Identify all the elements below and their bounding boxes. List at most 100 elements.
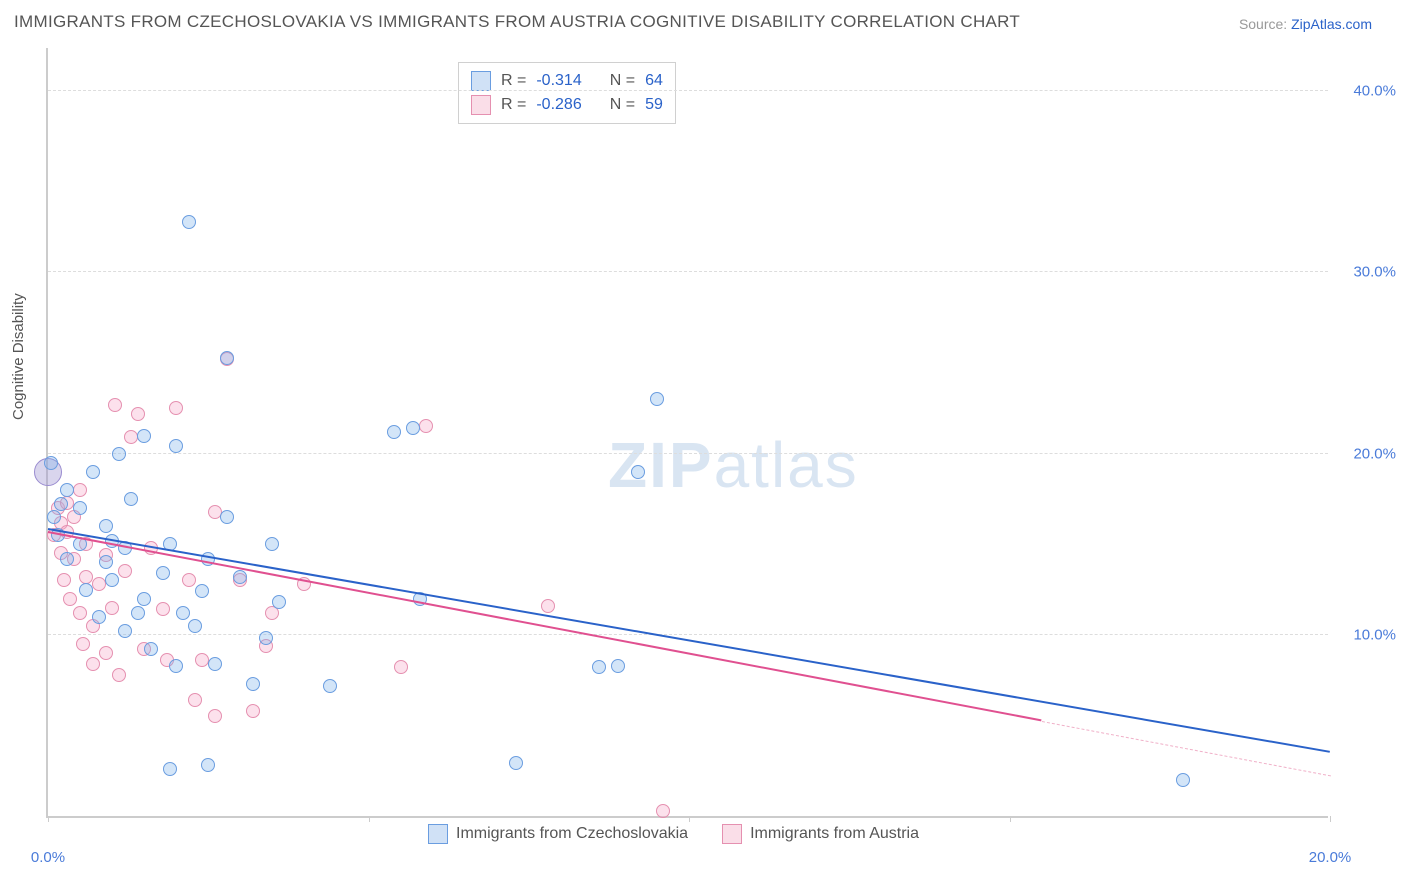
scatter-point	[233, 570, 247, 584]
series-legend: Immigrants from Czechoslovakia Immigrant…	[428, 824, 919, 844]
n-label: N =	[610, 72, 635, 90]
scatter-point	[188, 619, 202, 633]
y-tick-label: 30.0%	[1353, 264, 1396, 281]
scatter-point	[169, 401, 183, 415]
scatter-point	[259, 631, 273, 645]
scatter-point	[60, 552, 74, 566]
scatter-point	[73, 501, 87, 515]
scatter-point	[156, 566, 170, 580]
scatter-point	[176, 606, 190, 620]
scatter-point	[92, 610, 106, 624]
scatter-point	[79, 583, 93, 597]
scatter-point	[419, 419, 433, 433]
scatter-point	[650, 392, 664, 406]
legend-label-a: Immigrants from Czechoslovakia	[456, 825, 688, 843]
n-label: N =	[610, 96, 635, 114]
grid-line	[48, 634, 1328, 635]
correlation-stats-box: R = -0.314 N = 64 R = -0.286 N = 59	[458, 62, 676, 124]
y-axis-label: Cognitive Disability	[10, 293, 27, 420]
scatter-point	[44, 456, 58, 470]
scatter-point	[323, 679, 337, 693]
scatter-point	[73, 606, 87, 620]
r-label: R =	[501, 96, 526, 114]
scatter-point	[541, 599, 555, 613]
x-tick-label: 20.0%	[1309, 849, 1352, 866]
scatter-point	[1176, 773, 1190, 787]
source-attribution: Source: ZipAtlas.com	[1239, 16, 1372, 32]
scatter-point	[592, 660, 606, 674]
scatter-point	[208, 657, 222, 671]
scatter-point	[201, 758, 215, 772]
scatter-point	[137, 429, 151, 443]
scatter-point	[611, 659, 625, 673]
y-tick-label: 20.0%	[1353, 445, 1396, 462]
grid-line	[48, 453, 1328, 454]
scatter-point	[182, 215, 196, 229]
regression-line-blue	[48, 528, 1330, 753]
scatter-point	[656, 804, 670, 818]
scatter-point	[208, 709, 222, 723]
y-tick-label: 10.0%	[1353, 626, 1396, 643]
scatter-point	[509, 756, 523, 770]
source-link[interactable]: ZipAtlas.com	[1291, 16, 1372, 32]
scatter-point	[99, 519, 113, 533]
watermark-light: atlas	[714, 429, 859, 501]
scatter-point	[188, 693, 202, 707]
scatter-point	[124, 492, 138, 506]
r-value: -0.286	[536, 96, 581, 114]
chart-title: IMMIGRANTS FROM CZECHOSLOVAKIA VS IMMIGR…	[14, 12, 1020, 32]
grid-line	[48, 271, 1328, 272]
scatter-point	[169, 659, 183, 673]
scatter-point	[118, 624, 132, 638]
x-tick	[48, 816, 49, 822]
scatter-point	[63, 592, 77, 606]
scatter-point	[112, 668, 126, 682]
scatter-point	[54, 497, 68, 511]
scatter-point	[631, 465, 645, 479]
scatter-point	[124, 430, 138, 444]
scatter-point	[137, 592, 151, 606]
n-value: 59	[645, 96, 663, 114]
scatter-point	[131, 407, 145, 421]
scatter-point	[156, 602, 170, 616]
scatter-point	[86, 465, 100, 479]
scatter-point	[112, 447, 126, 461]
scatter-point	[86, 657, 100, 671]
scatter-point	[57, 573, 71, 587]
scatter-point	[246, 704, 260, 718]
scatter-point	[246, 677, 260, 691]
zipatlas-watermark: ZIPatlas	[608, 428, 859, 502]
stat-row-b: R = -0.286 N = 59	[471, 93, 663, 117]
r-value: -0.314	[536, 72, 581, 90]
x-tick	[1330, 816, 1331, 822]
legend-item-a: Immigrants from Czechoslovakia	[428, 824, 688, 844]
scatter-point	[73, 483, 87, 497]
regression-line-pink-extrapolated	[1041, 721, 1330, 776]
legend-swatch-blue	[428, 824, 448, 844]
scatter-point	[105, 573, 119, 587]
legend-swatch-pink	[722, 824, 742, 844]
scatter-point	[169, 439, 183, 453]
scatter-point	[47, 510, 61, 524]
scatter-point	[99, 555, 113, 569]
scatter-point	[220, 351, 234, 365]
scatter-point	[108, 398, 122, 412]
scatter-point	[131, 606, 145, 620]
scatter-point	[118, 564, 132, 578]
stat-swatch-pink	[471, 95, 491, 115]
x-tick	[369, 816, 370, 822]
scatter-plot-area: ZIPatlas R = -0.314 N = 64 R = -0.286 N …	[46, 48, 1328, 818]
scatter-point	[144, 642, 158, 656]
stat-swatch-blue	[471, 71, 491, 91]
x-tick	[1010, 816, 1011, 822]
x-tick	[689, 816, 690, 822]
legend-label-b: Immigrants from Austria	[750, 825, 919, 843]
scatter-point	[406, 421, 420, 435]
r-label: R =	[501, 72, 526, 90]
scatter-point	[272, 595, 286, 609]
scatter-point	[220, 510, 234, 524]
scatter-point	[182, 573, 196, 587]
legend-item-b: Immigrants from Austria	[722, 824, 919, 844]
watermark-bold: ZIP	[608, 429, 714, 501]
scatter-point	[265, 537, 279, 551]
